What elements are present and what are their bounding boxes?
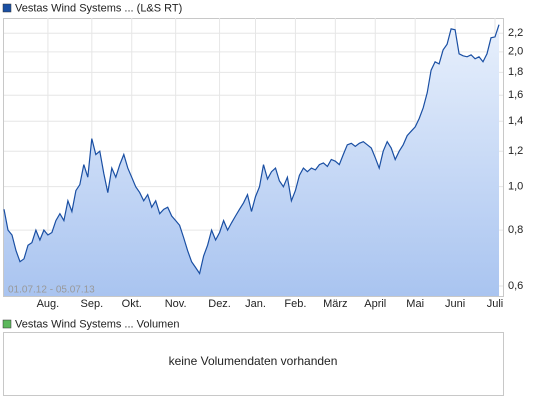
- x-tick-label: Okt.: [122, 298, 142, 310]
- x-tick-label: Nov.: [165, 298, 187, 310]
- y-tick-label: 1,0: [508, 181, 523, 193]
- x-tick-label: Jan.: [245, 298, 266, 310]
- legend-swatch: [2, 319, 12, 329]
- x-tick-label: Dez.: [208, 298, 231, 310]
- legend-swatch: [2, 3, 12, 13]
- volume-frame: [3, 332, 504, 396]
- volume-note: keine Volumendaten vorhanden: [169, 354, 338, 368]
- y-tick-label: 0,8: [508, 224, 523, 236]
- area: [4, 24, 500, 296]
- y-tick-label: 0,6: [508, 280, 523, 292]
- date-range: 01.07.12 - 05.07.13: [8, 285, 95, 296]
- legend-label: Vestas Wind Systems ... Volumen: [15, 318, 179, 330]
- y-tick-label: 1,4: [508, 115, 523, 127]
- x-tick-label: Juli: [487, 298, 504, 310]
- y-tick-label: 1,8: [508, 66, 523, 78]
- price-line: [3, 24, 500, 275]
- legend-label: Vestas Wind Systems ... (L&S RT): [15, 2, 182, 14]
- x-tick-label: Juni: [445, 298, 465, 310]
- x-tick-label: Feb.: [284, 298, 306, 310]
- x-tick-label: März: [323, 298, 347, 310]
- x-tick-label: Aug.: [37, 298, 60, 310]
- y-tick-label: 2,0: [508, 46, 523, 58]
- x-tick-label: Mai: [406, 298, 424, 310]
- x-tick-label: April: [364, 298, 386, 310]
- y-tick-label: 1,2: [508, 145, 523, 157]
- y-tick-label: 1,6: [508, 89, 523, 101]
- x-tick-label: Sep.: [81, 298, 104, 310]
- y-tick-label: 2,2: [508, 27, 523, 39]
